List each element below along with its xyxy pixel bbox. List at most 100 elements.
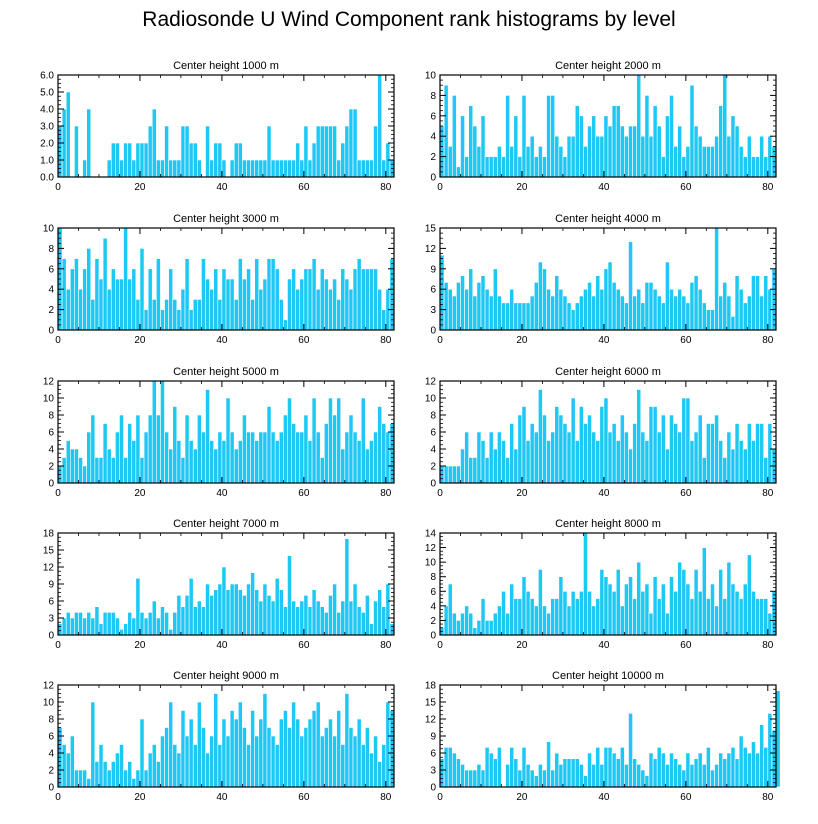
bar — [225, 735, 231, 788]
bar — [110, 761, 116, 788]
bar — [98, 744, 104, 788]
bar — [237, 440, 243, 484]
bar — [533, 156, 539, 178]
bar — [78, 612, 83, 636]
bar — [447, 583, 453, 636]
bar — [205, 583, 210, 636]
bar — [205, 752, 210, 788]
bar — [722, 74, 728, 178]
ytick-label: 10 — [425, 394, 437, 405]
bar — [636, 74, 642, 178]
ytick-label: 14 — [425, 529, 437, 540]
bar — [714, 135, 719, 178]
bar — [480, 275, 486, 331]
bar — [599, 764, 605, 788]
bar — [123, 623, 128, 636]
bar — [348, 600, 354, 636]
bar — [742, 156, 748, 178]
bar — [283, 159, 288, 178]
bar — [311, 258, 317, 331]
ytick-label: 3 — [430, 305, 436, 316]
bar — [488, 620, 494, 636]
xtick-label: 80 — [762, 182, 774, 193]
bar — [767, 612, 773, 636]
bar — [468, 457, 474, 484]
bar — [595, 135, 601, 178]
bar — [348, 414, 354, 484]
bar — [324, 423, 329, 484]
bar — [558, 764, 564, 788]
bar — [176, 752, 182, 788]
xtick-label: 0 — [55, 640, 61, 651]
bar — [718, 440, 724, 484]
bar — [722, 758, 728, 788]
bar — [701, 146, 707, 178]
bar — [344, 278, 350, 331]
bar — [693, 275, 699, 331]
bar — [574, 598, 580, 636]
bar — [106, 769, 112, 788]
bar — [143, 617, 149, 636]
bar — [303, 414, 309, 484]
ytick-label: 4 — [48, 749, 54, 760]
bar — [665, 612, 670, 636]
bar — [579, 115, 584, 178]
bar — [607, 261, 613, 331]
bar — [751, 741, 756, 788]
ytick-label: 0 — [430, 326, 436, 337]
bar — [599, 569, 605, 636]
bar — [652, 288, 658, 331]
ytick-label: 0 — [48, 326, 54, 337]
bar — [640, 431, 646, 484]
bar — [258, 600, 264, 636]
bar — [624, 583, 629, 636]
bar — [127, 612, 133, 636]
bar — [751, 590, 756, 636]
bar — [217, 431, 223, 484]
xtick-label: 20 — [134, 488, 146, 499]
bar — [443, 465, 449, 484]
bar — [476, 431, 482, 484]
panel-title: Center height 6000 m — [555, 366, 661, 378]
bar — [139, 612, 145, 636]
bar — [336, 612, 342, 636]
bar — [115, 431, 120, 484]
bar — [533, 282, 539, 331]
bar — [710, 423, 715, 484]
ytick-label: 12 — [43, 681, 55, 692]
bar — [184, 595, 190, 636]
bar — [139, 142, 145, 178]
xtick-label: 0 — [55, 488, 61, 499]
bar — [538, 146, 543, 178]
bar — [681, 397, 687, 484]
panel-8: Center height 8000 m 0 2 4 6 8 10 12 14 0 20 40 60 80 — [425, 518, 777, 651]
bar — [566, 758, 572, 788]
bar — [447, 747, 453, 788]
bar — [221, 718, 227, 788]
bar — [529, 598, 535, 636]
bar — [587, 752, 592, 788]
ytick-label: 6 — [48, 264, 54, 275]
panel-title: Center height 1000 m — [173, 60, 279, 72]
bar — [677, 288, 683, 331]
bar — [517, 598, 523, 636]
bar — [554, 598, 560, 636]
bar — [180, 125, 186, 178]
bar — [607, 583, 613, 636]
bar — [603, 747, 609, 788]
bar — [587, 125, 592, 178]
bar — [377, 406, 383, 484]
bar — [365, 159, 370, 178]
bar — [135, 414, 141, 484]
xtick-label: 80 — [380, 182, 392, 193]
ytick-label: 0 — [430, 173, 436, 184]
bar — [550, 598, 556, 636]
bar — [119, 159, 124, 178]
bar — [135, 578, 141, 636]
bar — [135, 769, 141, 788]
bar — [562, 590, 568, 636]
bar — [628, 713, 633, 788]
bar — [229, 710, 235, 788]
panel-title: Center height 9000 m — [173, 670, 279, 682]
bar — [673, 146, 678, 178]
